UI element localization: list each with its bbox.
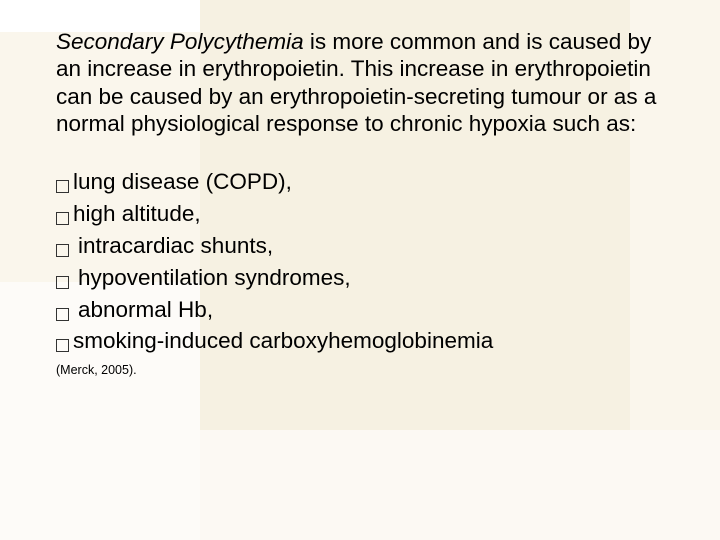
citation: (Merck, 2005). [56, 363, 664, 377]
bullet-box-icon [56, 339, 69, 352]
list-item: hypoventilation syndromes, [56, 262, 664, 294]
bullet-list: lung disease (COPD),high altitude,intrac… [56, 166, 664, 358]
list-item-label: high altitude, [73, 198, 201, 230]
list-item-label: smoking-induced carboxyhemoglobinemia [73, 325, 493, 357]
bg-panel [200, 430, 720, 540]
bullet-box-icon [56, 180, 69, 193]
list-item: intracardiac shunts, [56, 230, 664, 262]
list-item: high altitude, [56, 198, 664, 230]
list-item-label: intracardiac shunts, [78, 230, 273, 262]
bullet-box-icon [56, 244, 69, 257]
slide-content: Secondary Polycythemia is more common an… [0, 0, 720, 377]
slide: Secondary Polycythemia is more common an… [0, 0, 720, 540]
term: Secondary Polycythemia [56, 29, 304, 54]
list-item-label: hypoventilation syndromes, [78, 262, 351, 294]
list-item: lung disease (COPD), [56, 166, 664, 198]
bullet-box-icon [56, 308, 69, 321]
list-item: smoking-induced carboxyhemoglobinemia [56, 325, 664, 357]
list-item: abnormal Hb, [56, 294, 664, 326]
list-item-label: abnormal Hb, [78, 294, 213, 326]
list-item-label: lung disease (COPD), [73, 166, 292, 198]
bullet-box-icon [56, 212, 69, 225]
bullet-box-icon [56, 276, 69, 289]
intro-paragraph: Secondary Polycythemia is more common an… [56, 28, 664, 138]
